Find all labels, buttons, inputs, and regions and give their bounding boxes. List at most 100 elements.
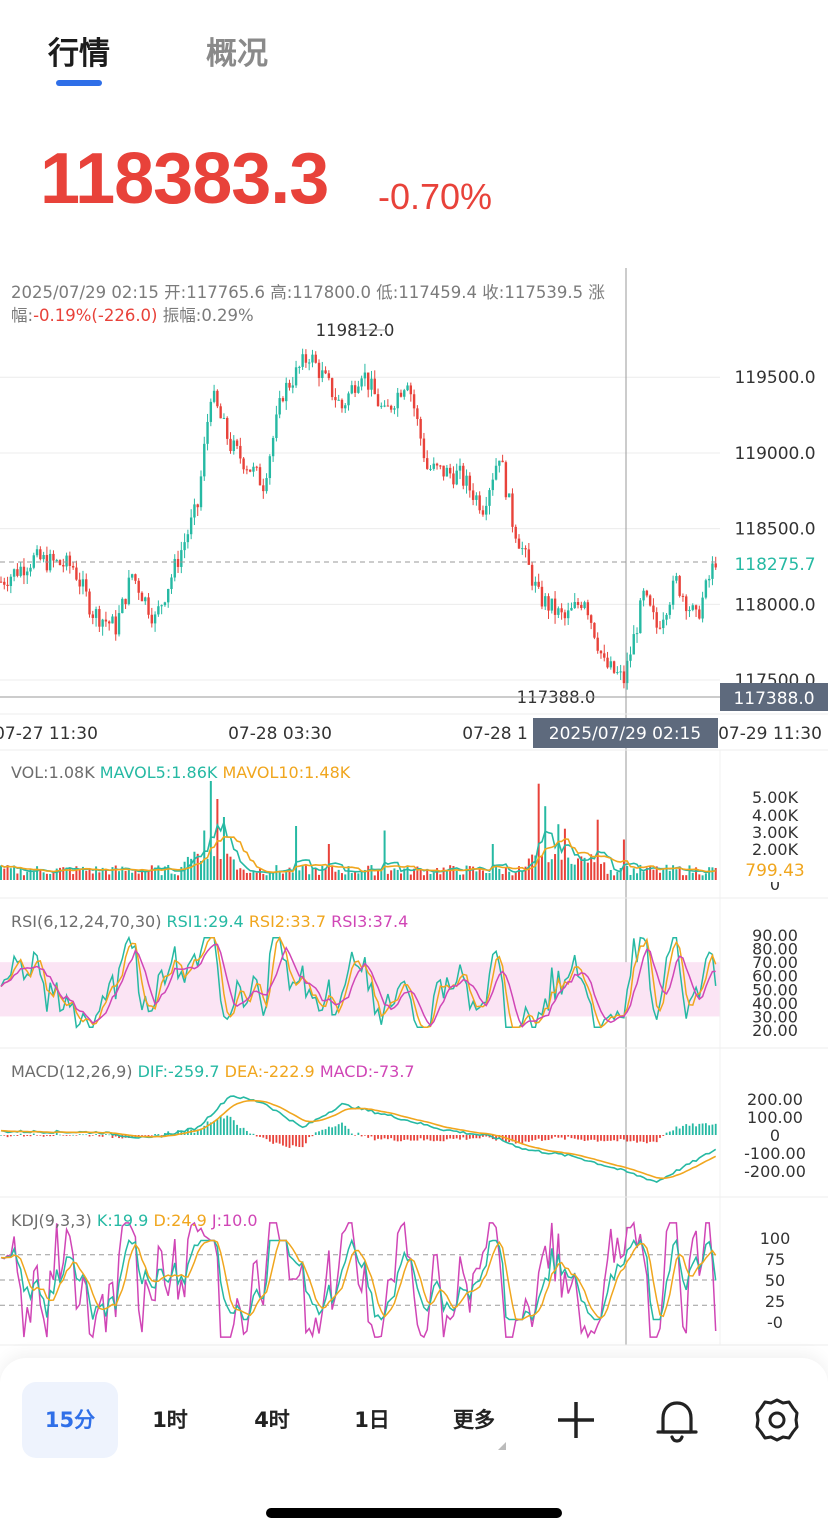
timeframe-more-button[interactable]: 更多 bbox=[453, 1408, 495, 1432]
vol-bar bbox=[593, 862, 596, 880]
vol-bar bbox=[495, 865, 498, 880]
vol-bar bbox=[393, 868, 396, 880]
gear-icon[interactable] bbox=[751, 1394, 803, 1446]
macd-hist-bar bbox=[213, 1120, 216, 1135]
candle-body bbox=[606, 657, 609, 668]
candle-body bbox=[78, 579, 81, 587]
macd-hist-bar bbox=[472, 1135, 475, 1139]
macd-hist-bar bbox=[59, 1134, 61, 1136]
kline-chart-area[interactable]: 119812.0 117388.0 119500.0 119000.0 118500… bbox=[0, 0, 828, 1358]
candle-body bbox=[6, 584, 9, 587]
candle-body bbox=[160, 605, 163, 607]
macd-hist-bar bbox=[632, 1135, 635, 1141]
rsi3-value: RSI3:37.4 bbox=[331, 912, 409, 931]
vol-bar bbox=[636, 873, 639, 880]
candle-body bbox=[632, 634, 635, 655]
macd-hist-bar bbox=[331, 1127, 334, 1135]
vol-bar bbox=[301, 864, 304, 880]
candle-body bbox=[189, 517, 193, 535]
tab-overview[interactable]: 概况 bbox=[206, 36, 268, 72]
vol-bar bbox=[698, 874, 701, 880]
vol-bar bbox=[373, 875, 376, 880]
vol-bar bbox=[170, 873, 173, 880]
macd-hist-bar bbox=[659, 1135, 661, 1138]
vol-bar bbox=[367, 865, 370, 880]
vol-bar bbox=[104, 869, 107, 880]
macd-hist-bar bbox=[527, 1135, 530, 1142]
candle-body bbox=[534, 581, 537, 586]
timeframe-1d-button[interactable]: 1日 bbox=[354, 1408, 390, 1432]
candle-body bbox=[678, 576, 681, 596]
candle-body bbox=[645, 590, 649, 596]
vol-bar bbox=[232, 859, 235, 880]
vol-bar bbox=[65, 867, 68, 880]
candle-body bbox=[176, 558, 180, 567]
vol-bar bbox=[213, 856, 216, 880]
candle-body bbox=[599, 650, 603, 654]
kdj-d-line bbox=[0, 1239, 717, 1321]
candle-body bbox=[376, 394, 380, 407]
candle-body bbox=[58, 560, 62, 566]
candle-body bbox=[681, 595, 685, 597]
ohlc-info-line-1: 2025/07/29 02:15 开:117765.6 高:117800.0 低… bbox=[11, 279, 671, 303]
candle-body bbox=[553, 598, 557, 615]
crosshair-time-tag-text: 2025/07/29 02:15 bbox=[549, 724, 701, 744]
macd-hist-bar bbox=[596, 1135, 599, 1142]
candle-body bbox=[344, 405, 347, 409]
macd-hist-bar bbox=[590, 1135, 593, 1140]
candle-body bbox=[373, 378, 376, 395]
vol-bar bbox=[75, 866, 78, 880]
macd-hist-bar bbox=[278, 1135, 281, 1144]
vol-bar bbox=[304, 865, 307, 880]
max-price-label: 119812.0 bbox=[316, 321, 395, 340]
vol-bar bbox=[0, 865, 2, 880]
candle-body bbox=[619, 671, 622, 673]
tab-market[interactable]: 行情 bbox=[48, 36, 110, 72]
candle-body bbox=[370, 378, 373, 390]
vol-bar bbox=[577, 858, 580, 880]
vol-bar bbox=[321, 865, 324, 880]
timeframe-4h-button[interactable]: 4时 bbox=[254, 1408, 290, 1432]
candle-body bbox=[517, 538, 521, 549]
timeframe-1h-button[interactable]: 1时 bbox=[152, 1408, 188, 1432]
macd-hist-bar bbox=[354, 1135, 356, 1136]
macd-hist-bar bbox=[452, 1135, 455, 1139]
timeframe-15m-button[interactable]: 15分 bbox=[22, 1382, 118, 1458]
candle-body bbox=[596, 637, 599, 651]
macd-hist-bar bbox=[95, 1134, 97, 1135]
vol-current-tag bbox=[724, 856, 828, 882]
vol-bar bbox=[52, 872, 55, 880]
vol-bar bbox=[655, 866, 658, 880]
vol-bar bbox=[609, 869, 612, 880]
candle-body bbox=[403, 390, 406, 397]
bell-icon[interactable] bbox=[651, 1394, 703, 1446]
macd-hist-bar bbox=[62, 1135, 65, 1136]
vol-bar bbox=[662, 869, 665, 880]
vol-bar bbox=[9, 868, 12, 880]
macd-hist-bar bbox=[144, 1135, 147, 1136]
macd-hist-bar bbox=[649, 1135, 652, 1142]
macd-hist-bar bbox=[606, 1135, 609, 1141]
candle-body bbox=[48, 553, 52, 571]
candle-body bbox=[219, 406, 222, 419]
macd-hist-bar bbox=[478, 1135, 481, 1139]
vol-bar bbox=[68, 868, 71, 880]
candle-body bbox=[101, 619, 104, 627]
candle-body bbox=[380, 405, 383, 407]
vol-bar bbox=[177, 875, 180, 880]
macd-hist-bar bbox=[570, 1135, 573, 1139]
candle-body bbox=[652, 605, 655, 613]
vol-bar bbox=[49, 873, 52, 880]
vol-bar bbox=[295, 826, 298, 880]
plus-icon[interactable] bbox=[550, 1394, 602, 1446]
y-tick-label: 118500.0 bbox=[734, 520, 815, 540]
candle-body bbox=[642, 590, 645, 601]
macd-hist-bar bbox=[23, 1135, 25, 1137]
macd-hist-bar bbox=[347, 1128, 350, 1135]
vol-bar bbox=[29, 869, 32, 880]
candle-body bbox=[478, 495, 481, 511]
vol-y-tick: 4.00K bbox=[752, 806, 799, 825]
candle-body bbox=[521, 548, 524, 550]
macd-dif-line bbox=[0, 1095, 717, 1184]
vol-bar bbox=[347, 866, 350, 880]
